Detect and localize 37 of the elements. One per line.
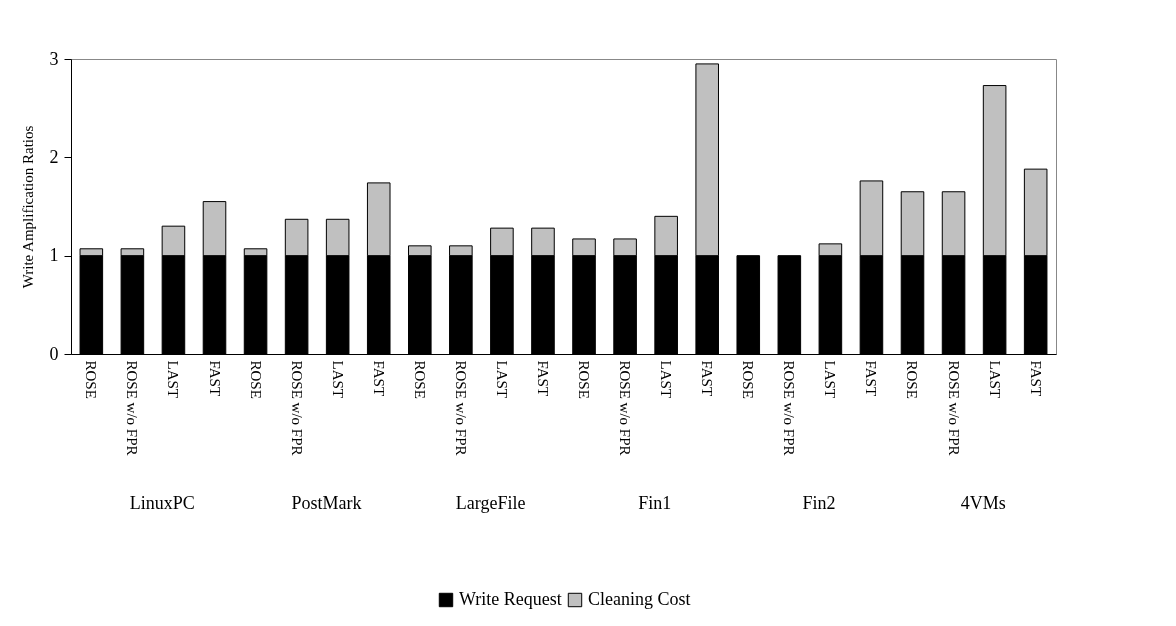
- x-tick-label: LAST: [658, 360, 675, 398]
- x-tick-label: ROSE: [740, 360, 757, 399]
- y-tick-label: 2: [49, 146, 59, 167]
- text: PostMark: [291, 493, 362, 513]
- x-tick-label: FAST: [863, 360, 880, 397]
- y-tick-label: 1: [49, 245, 59, 266]
- y-axis-title: Write Amplification Ratios: [19, 125, 36, 289]
- y-tick-label: 3: [49, 48, 59, 69]
- x-tick-label: LAST: [493, 360, 510, 398]
- x-tick-label: FAST: [1027, 360, 1044, 397]
- x-tick-label: LAST: [329, 360, 346, 398]
- x-tick-label: LAST: [822, 360, 839, 398]
- x-tick-label: LAST: [986, 360, 1003, 398]
- text: LinuxPC: [129, 493, 195, 513]
- x-tick-label: ROSE w/o FPR: [617, 360, 634, 456]
- x-tick-label: LAST: [165, 360, 182, 398]
- x-tick-label: FAST: [534, 360, 551, 397]
- x-tick-label: ROSE: [411, 360, 428, 399]
- x-tick-label: FAST: [206, 360, 223, 397]
- x-tick-label: ROSE w/o FPR: [288, 360, 305, 456]
- x-tick-label: ROSE: [247, 360, 264, 399]
- x-tick-label: ROSE w/o FPR: [452, 360, 469, 456]
- x-tick-label: FAST: [699, 360, 716, 397]
- x-tick-label: ROSE: [576, 360, 593, 399]
- x-tick-label: ROSE w/o FPR: [124, 360, 141, 456]
- text: 4VMs: [960, 493, 1006, 513]
- text: LargeFile: [455, 493, 526, 513]
- x-tick-label: ROSE: [904, 360, 921, 399]
- text: Fin1: [638, 493, 672, 513]
- y-tick-label: 0: [49, 343, 59, 364]
- x-tick-label: ROSE w/o FPR: [781, 360, 798, 456]
- x-tick-label: ROSE: [83, 360, 100, 399]
- legend-label: Cleaning Cost: [588, 589, 691, 609]
- text: Fin2: [802, 493, 836, 513]
- x-tick-label: FAST: [370, 360, 387, 397]
- x-tick-label: ROSE w/o FPR: [945, 360, 962, 456]
- legend-label: Write Request: [459, 589, 562, 609]
